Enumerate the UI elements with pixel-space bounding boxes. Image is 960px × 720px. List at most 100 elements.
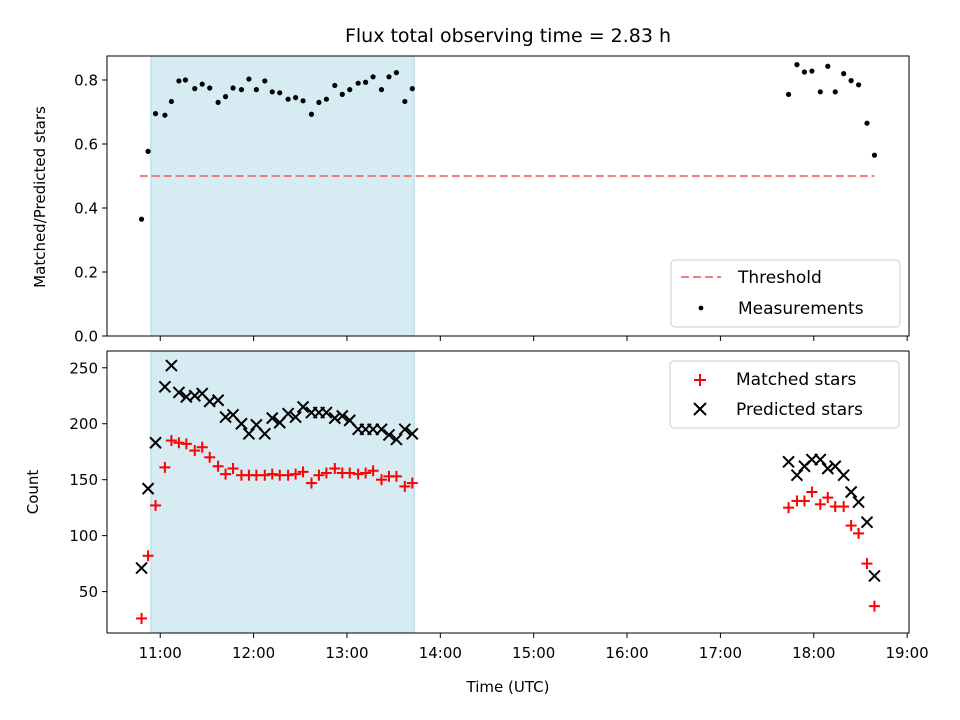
- predicted-star-point: [296, 400, 310, 414]
- time-tick-label: 19:00: [886, 644, 929, 662]
- ratio-y-tick-label: 0.4: [74, 200, 98, 218]
- measurement-point: [152, 111, 159, 117]
- measurement-point: [855, 82, 862, 88]
- measurement-point: [292, 95, 299, 101]
- predicted-star-point: [235, 417, 248, 430]
- predicted-star-point: [375, 423, 388, 436]
- predicted-star-point: [281, 407, 295, 420]
- matched-star-point: [297, 466, 309, 478]
- predicted-star-point: [868, 569, 881, 583]
- measurement-point: [871, 152, 878, 158]
- legend-matched-swatch: [694, 374, 706, 386]
- count-y-tick-label: 100: [69, 527, 98, 545]
- measurement-point: [832, 89, 838, 95]
- matched-star-point: [845, 520, 857, 532]
- measurement-point: [370, 74, 376, 80]
- predicted-star-point: [158, 380, 172, 394]
- predicted-star-point: [390, 433, 403, 446]
- predicted-star-point: [782, 455, 795, 468]
- matched-star-point: [313, 469, 325, 481]
- predicted-star-point: [172, 386, 186, 399]
- matched-star-point: [367, 465, 379, 477]
- predicted-star-point: [821, 462, 834, 475]
- count-panel: Count Time (UTC) 50 100 150 200 250 11:00 12:0…: [24, 350, 929, 696]
- predicted-star-point: [860, 516, 874, 529]
- measurement-point: [182, 77, 189, 83]
- predicted-star-point: [165, 359, 178, 372]
- matched-star-point: [344, 467, 356, 479]
- time-tick-label: 15:00: [512, 644, 555, 662]
- measurement-point: [378, 87, 385, 93]
- matched-star-point: [180, 438, 192, 450]
- measurement-point: [192, 86, 198, 92]
- matched-star-point: [259, 469, 271, 481]
- predicted-star-point: [382, 428, 396, 442]
- matched-star-point: [399, 480, 411, 492]
- legend-threshold-label: Threshold: [737, 268, 822, 288]
- measurement-point: [841, 71, 847, 77]
- matched-star-point: [136, 612, 148, 624]
- matched-star-point: [861, 558, 873, 570]
- time-tick-label: 17:00: [699, 644, 742, 662]
- matched-star-point: [173, 437, 185, 449]
- matched-star-point: [220, 468, 232, 480]
- measurement-point: [277, 90, 283, 96]
- measurement-point: [825, 63, 831, 69]
- matched-star-point: [352, 468, 364, 480]
- predicted-star-point: [242, 427, 256, 441]
- matched-star-point: [806, 486, 818, 498]
- measurement-point: [363, 79, 369, 85]
- matched-star-point: [783, 502, 795, 514]
- count-y-tick-label: 200: [69, 415, 98, 433]
- measurement-point: [316, 99, 322, 105]
- count-y-tick-label: 50: [79, 583, 98, 601]
- ratio-y-tick-label: 0.8: [74, 72, 98, 90]
- measurement-point: [801, 69, 808, 75]
- predicted-star-point: [135, 561, 148, 575]
- measurement-point: [138, 216, 145, 222]
- measurement-point: [809, 68, 815, 74]
- matched-star-point: [204, 451, 216, 463]
- measurement-point: [176, 78, 182, 84]
- predicted-star-point: [149, 436, 162, 449]
- matched-star-point: [375, 474, 387, 486]
- predicted-star-point: [258, 427, 271, 441]
- matched-star-point: [150, 499, 162, 511]
- matched-star-point: [814, 498, 826, 510]
- count-observing-window: [150, 350, 415, 634]
- ratio-y-tick-label: 0.0: [74, 328, 98, 346]
- predicted-star-point: [844, 485, 858, 499]
- matched-star-point: [212, 460, 224, 472]
- measurement-point: [285, 96, 291, 102]
- predicted-star-point: [814, 453, 827, 466]
- matched-star-point: [189, 445, 201, 457]
- predicted-star-point: [211, 394, 225, 407]
- measurement-point: [355, 80, 361, 86]
- measurement-point: [230, 85, 236, 91]
- matched-star-point: [838, 501, 850, 513]
- matched-star-point: [227, 463, 239, 474]
- measurement-point: [253, 87, 259, 93]
- measurement-point: [162, 112, 168, 118]
- matched-star-point: [822, 492, 834, 504]
- measurement-point: [222, 94, 229, 100]
- legend-matched-label: Matched stars: [736, 370, 856, 390]
- time-tick-label: 11:00: [139, 644, 182, 662]
- measurement-point: [262, 78, 268, 84]
- time-x-axis-label: Time (UTC): [466, 678, 550, 696]
- time-tick-label: 18:00: [792, 644, 835, 662]
- matched-star-point: [142, 550, 154, 562]
- matched-star-point: [196, 441, 208, 453]
- time-tick-label: 13:00: [325, 644, 368, 662]
- predicted-star-point: [837, 469, 850, 482]
- ratio-y-axis-label: Matched/Predicted stars: [31, 106, 49, 288]
- measurement-point: [864, 120, 870, 126]
- measurement-point: [215, 99, 221, 105]
- ratio-observing-window: [150, 55, 415, 337]
- legend-predicted-label: Predicted stars: [736, 400, 863, 420]
- matched-star-point: [798, 495, 810, 507]
- measurement-point: [386, 74, 392, 80]
- matched-star-point: [406, 477, 418, 489]
- matched-star-point: [360, 467, 372, 479]
